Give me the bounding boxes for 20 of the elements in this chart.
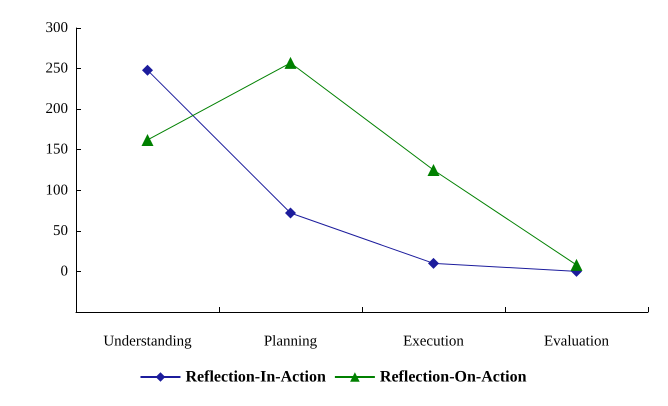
legend-label: Reflection-On-Action bbox=[380, 368, 527, 386]
x-tick-label: Evaluation bbox=[544, 334, 610, 350]
point bbox=[285, 208, 296, 219]
y-tick-label: 100 bbox=[46, 182, 68, 198]
y-tick-label: 250 bbox=[46, 60, 68, 77]
y-tick-label: 50 bbox=[53, 222, 68, 239]
point bbox=[570, 258, 582, 271]
point bbox=[142, 134, 154, 146]
y-tick-label: 200 bbox=[46, 101, 68, 118]
point bbox=[142, 64, 153, 76]
point bbox=[284, 56, 296, 69]
x-tick-label: Understanding bbox=[103, 334, 192, 350]
x-tick-label: Execution bbox=[403, 334, 464, 350]
y-tick-label: 150 bbox=[46, 142, 68, 158]
legend-label: Reflection-In-Action bbox=[185, 368, 326, 386]
y-tick-label: 300 bbox=[46, 20, 68, 36]
x-tick-label: Planning bbox=[264, 334, 318, 350]
point bbox=[428, 258, 439, 269]
point bbox=[428, 164, 440, 176]
y-tick-label: 0 bbox=[60, 263, 68, 280]
